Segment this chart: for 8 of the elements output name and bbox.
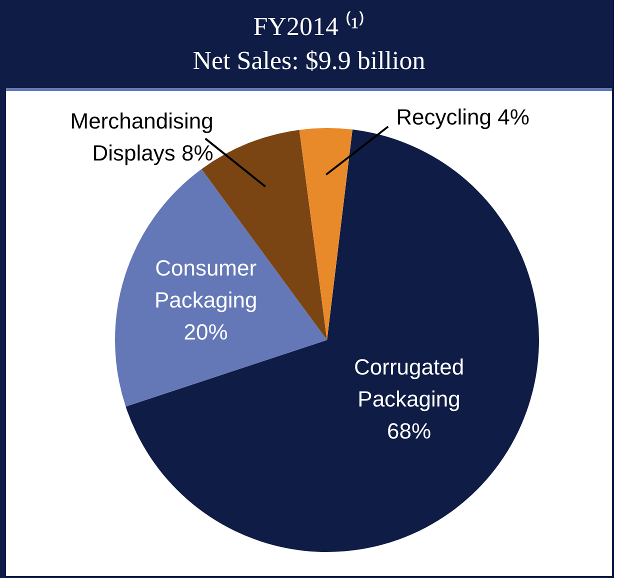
chart-subtitle: Net Sales: $9.9 billion [192, 45, 426, 77]
slice-label: Corrugated Packaging [354, 354, 464, 412]
data-label: 20% [184, 319, 228, 344]
slice-label: Merchandising Displays 8% [70, 108, 214, 166]
chart-title: FY2014 ⁽¹⁾ [252, 10, 366, 43]
slice-label: Consumer Packaging [154, 255, 258, 312]
data-label: 68% [387, 418, 432, 444]
slice-label: Recycling 4% [396, 104, 530, 130]
